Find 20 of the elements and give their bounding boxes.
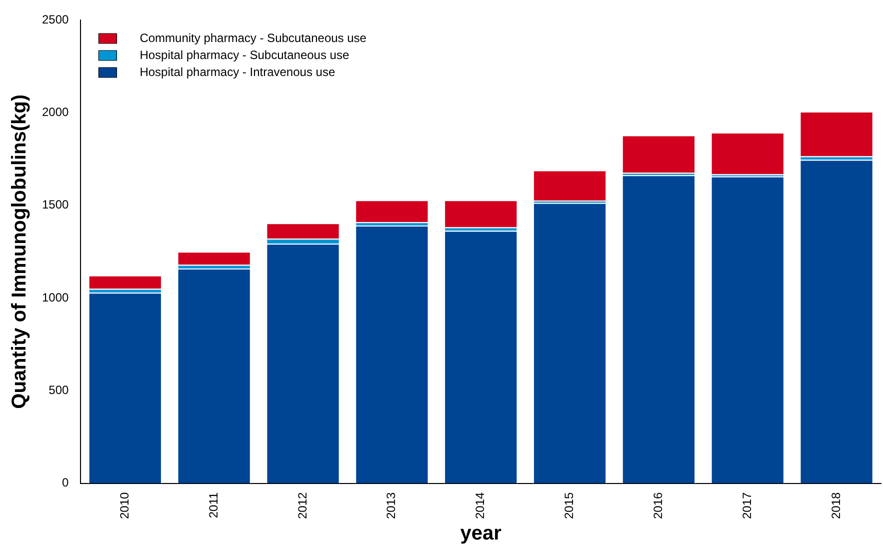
x-tick-label: 2018 [828, 492, 843, 520]
x-tick-label: 2011 [206, 492, 220, 518]
x-tick-label: 2014 [473, 492, 488, 520]
x-tick-label: 2013 [384, 492, 398, 520]
y-tick-label: 1000 [42, 290, 70, 304]
y-tick-label: 500 [48, 382, 70, 397]
x-tick-label: 2016 [651, 492, 666, 520]
y-axis-title: Quantity of Immunoglobulins(kg) [8, 94, 31, 409]
y-tick-label: 2000 [42, 104, 70, 119]
x-tick-label: 2017 [740, 492, 754, 520]
x-tick-label: 2010 [117, 492, 132, 520]
legend-label: Community pharmacy - Subcutaneous use [140, 30, 367, 45]
legend-label: Hospital pharmacy - Subcutaneous use [140, 48, 350, 62]
x-tick-label: 2012 [295, 492, 310, 520]
y-tick-label: 0 [62, 476, 70, 490]
x-axis-title: year [460, 522, 502, 545]
legend-label: Hospital pharmacy - Intravenous use [140, 64, 336, 79]
x-tick-label: 2015 [562, 492, 576, 520]
y-tick-label: 2500 [42, 12, 70, 26]
y-tick-label: 1500 [42, 198, 70, 212]
